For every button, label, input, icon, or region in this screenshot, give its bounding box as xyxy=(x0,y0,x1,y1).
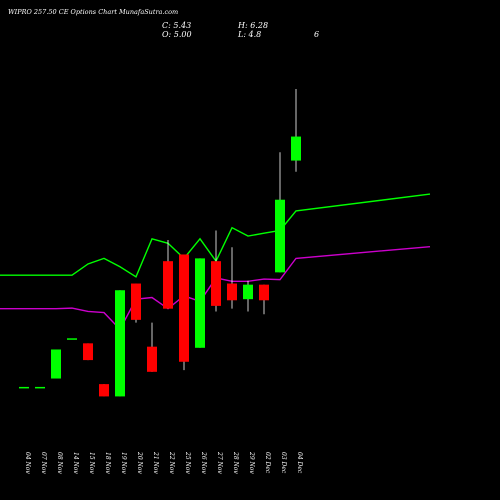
candle-down xyxy=(163,261,173,309)
candle-up xyxy=(115,290,125,397)
chart-title: WIPRO 257.50 CE Options Chart MunafaSutr… xyxy=(8,8,179,16)
x-tick-label: 18 Nov xyxy=(104,452,111,474)
candle-up xyxy=(195,258,205,348)
candle-up xyxy=(291,136,301,161)
candle-down xyxy=(259,284,269,301)
volume-label: 6 xyxy=(314,30,320,39)
candle-up xyxy=(275,199,285,273)
candle-up xyxy=(67,338,77,340)
x-tick-label: 03 Dec xyxy=(280,452,287,474)
candle-down xyxy=(211,261,221,306)
candle-down xyxy=(227,283,237,301)
x-tick-label: 28 Nov xyxy=(232,451,239,474)
x-tick-label: 08 Nov xyxy=(56,452,63,474)
candle-down xyxy=(131,283,141,320)
high-label: H: 6.28 xyxy=(238,21,269,30)
candle-down xyxy=(83,343,93,361)
candle-down xyxy=(99,384,109,397)
x-tick-label: 20 Nov xyxy=(136,451,143,474)
candle-up xyxy=(243,284,253,300)
x-tick-label: 15 Nov xyxy=(88,452,95,474)
close-label: C: 5.43 xyxy=(162,21,192,30)
x-tick-label: 02 Dec xyxy=(264,452,271,474)
x-tick-label: 14 Nov xyxy=(72,452,79,474)
low-label: L: 4.8 xyxy=(238,30,262,39)
x-tick-label: 07 Nov xyxy=(40,452,47,474)
x-tick-label: 04 Dec xyxy=(296,452,303,474)
x-tick-label: 19 Nov xyxy=(120,452,127,474)
candle-up xyxy=(51,349,61,379)
candle-up xyxy=(35,386,45,389)
candle-down xyxy=(179,254,189,362)
x-tick-label: 04 Nov xyxy=(24,452,31,474)
x-tick-label: 25 Nov xyxy=(184,451,191,474)
x-tick-label: 22 Nov xyxy=(168,451,175,474)
candle-down xyxy=(147,346,157,372)
x-tick-label: 29 Nov xyxy=(248,451,255,474)
x-tick-label: 21 Nov xyxy=(152,451,159,474)
x-tick-label: 26 Nov xyxy=(200,451,207,474)
x-tick-label: 27 Nov xyxy=(216,451,223,474)
candle-up xyxy=(19,386,29,389)
open-label: O: 5.00 xyxy=(162,30,192,39)
